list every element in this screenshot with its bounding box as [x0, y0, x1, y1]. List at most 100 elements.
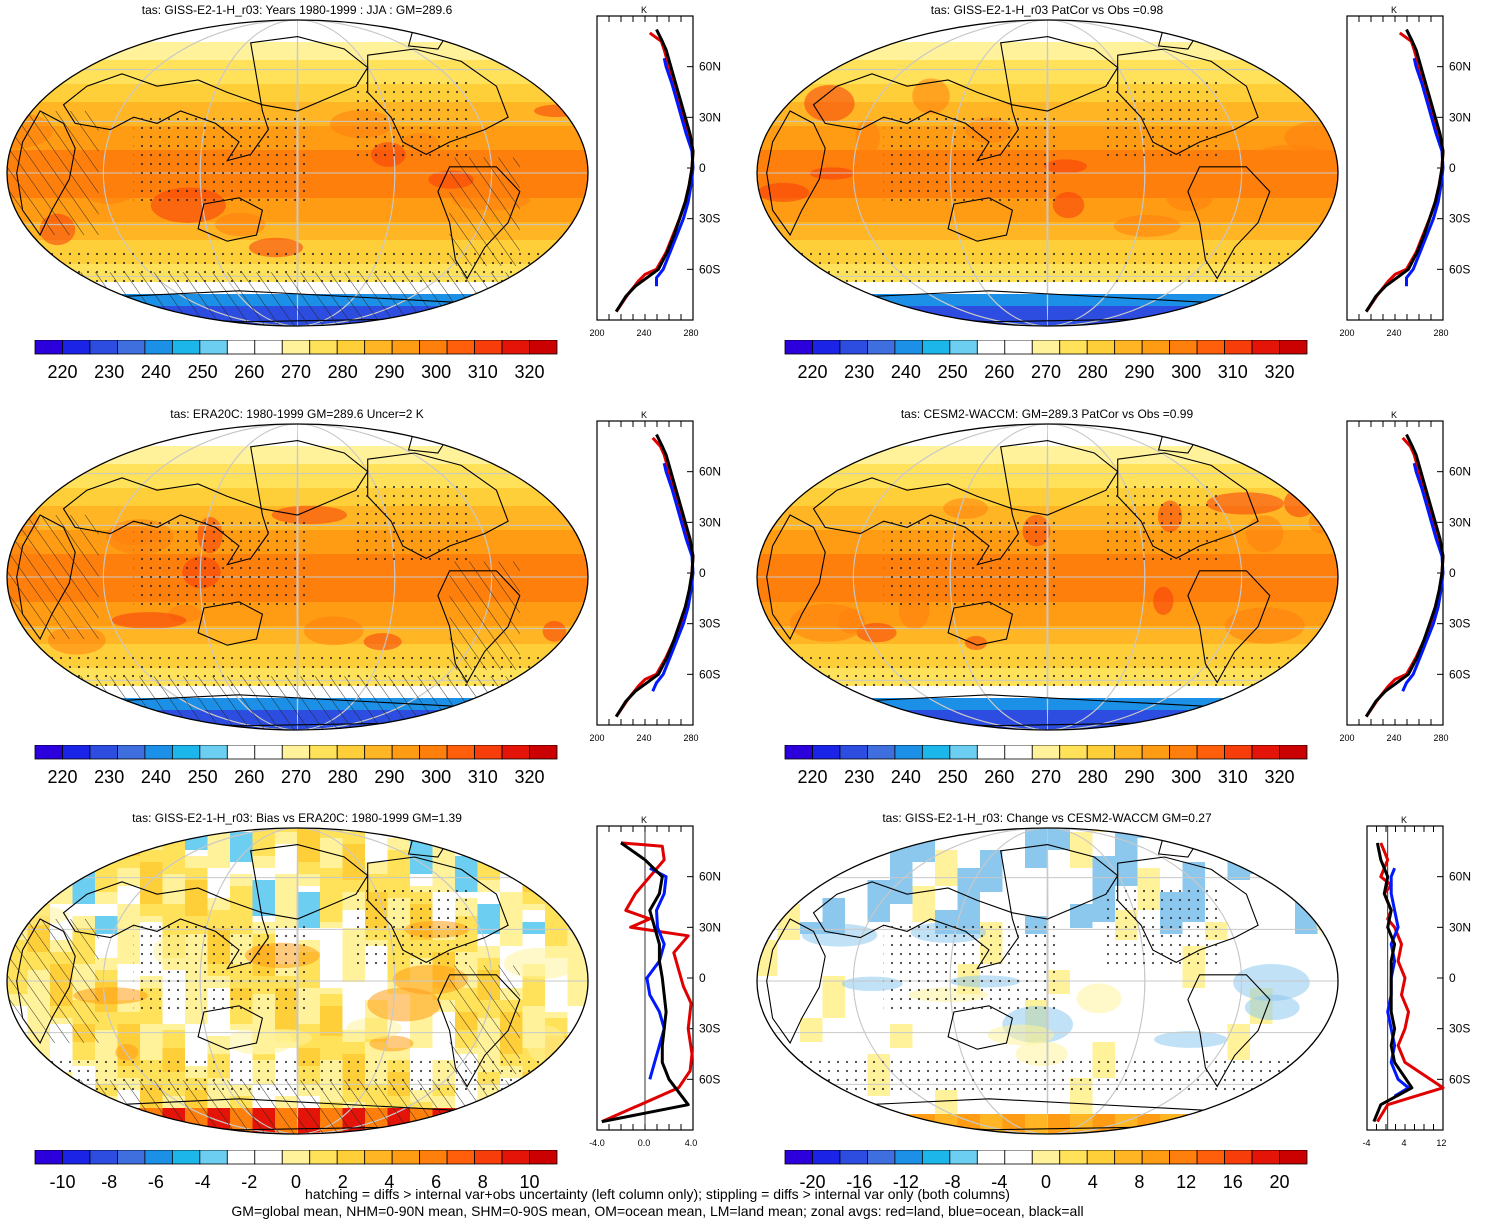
colorbar-label: 300 — [1171, 767, 1201, 785]
profile-ytick-label: 60N — [699, 60, 721, 74]
colorbar-swatch — [227, 1150, 254, 1164]
colorbar-label: 220 — [797, 767, 827, 785]
footnote-hatching: hatching = diffs > internal var+obs unce… — [0, 1186, 1315, 1202]
profile-ytick-label: 60N — [699, 870, 721, 884]
colorbar-label: 320 — [514, 362, 544, 380]
colorbar-swatch — [1170, 745, 1197, 759]
colorbar-swatch — [90, 745, 117, 759]
colorbar-swatch — [255, 340, 282, 354]
colorbar-swatch — [62, 745, 89, 759]
colorbar-label: 240 — [141, 362, 171, 380]
panel-title: tas: GISS-E2-1-H_r03 PatCor vs Obs =0.98 — [747, 3, 1347, 17]
profile-ytick-label: 60S — [699, 262, 720, 276]
colorbar-label: 280 — [1078, 767, 1108, 785]
colorbar-swatch — [1060, 340, 1087, 354]
colorbar-label: 250 — [188, 767, 218, 785]
colorbar-swatch — [530, 745, 557, 759]
colorbar-label: 230 — [94, 767, 124, 785]
profile-ytick-label: 30N — [699, 515, 721, 529]
colorbar-swatch — [922, 745, 949, 759]
colorbar-swatch — [227, 340, 254, 354]
profile-unit-label: K — [1391, 410, 1397, 420]
world-map — [755, 18, 1340, 328]
profile-ytick-label: 60N — [1449, 870, 1471, 884]
colorbar-swatch — [475, 1150, 502, 1164]
colorbar-label: 240 — [141, 767, 171, 785]
colorbar-swatch — [867, 1150, 894, 1164]
colorbar-swatch — [1225, 745, 1252, 759]
colorbar-label: 290 — [374, 767, 404, 785]
colorbar-swatch — [1115, 1150, 1142, 1164]
colorbar-swatch — [447, 745, 474, 759]
profile-ytick-label: 60N — [699, 465, 721, 479]
colorbar-swatch — [867, 340, 894, 354]
profile-xtick-label: 280 — [1434, 328, 1449, 338]
colorbar-swatch — [977, 745, 1004, 759]
colorbar-swatch — [310, 340, 337, 354]
footnote-legend: GM=global mean, NHM=0-90N mean, SHM=0-90… — [0, 1203, 1315, 1219]
colorbar-swatch — [420, 340, 447, 354]
profile-ytick-label: 0 — [1449, 971, 1456, 985]
colorbar-label: 290 — [374, 362, 404, 380]
profile-ytick-label: 30N — [1449, 920, 1471, 934]
profile-xtick-label: 4.0 — [685, 1138, 698, 1148]
colorbar-swatch — [90, 340, 117, 354]
profile-xtick-label: 240 — [636, 733, 651, 743]
colorbar-label: 300 — [1171, 362, 1201, 380]
panel-title: tas: GISS-E2-1-H_r03: Change vs CESM2-WA… — [747, 811, 1347, 825]
profile-ytick-label: 60S — [1449, 667, 1470, 681]
profile-ytick-label: 30N — [699, 110, 721, 124]
profile-xtick-label: 240 — [1386, 328, 1401, 338]
profile-xtick-label: 0.0 — [638, 1138, 651, 1148]
colorbar-swatch — [1142, 1150, 1169, 1164]
colorbar-swatch — [1225, 1150, 1252, 1164]
colorbar-swatch — [200, 745, 227, 759]
colorbar-label: 300 — [421, 362, 451, 380]
colorbar-swatch — [1280, 1150, 1307, 1164]
profile-ytick-label: 30N — [1449, 515, 1471, 529]
profile-ytick-label: 30S — [699, 617, 720, 631]
profile-xtick-label: -4 — [1363, 1138, 1371, 1148]
colorbar-swatch — [1032, 745, 1059, 759]
colorbar-label: 230 — [94, 362, 124, 380]
colorbar-swatch — [812, 745, 839, 759]
colorbar-swatch — [1170, 1150, 1197, 1164]
colorbar-swatch — [950, 745, 977, 759]
colorbar-label: 240 — [891, 767, 921, 785]
profile-ytick-label: 30S — [699, 212, 720, 226]
colorbar-swatch — [365, 1150, 392, 1164]
colorbar-swatch — [867, 745, 894, 759]
colorbar-swatch — [227, 745, 254, 759]
colorbar-swatch — [172, 1150, 199, 1164]
profile-ytick-label: 60S — [699, 667, 720, 681]
colorbar-swatch — [310, 1150, 337, 1164]
colorbar-swatch — [117, 745, 144, 759]
colorbar-label: 220 — [47, 767, 77, 785]
colorbar-label: 320 — [1264, 362, 1294, 380]
colorbar-swatch — [255, 1150, 282, 1164]
colorbar-swatch — [840, 340, 867, 354]
profile-xtick-label: -4.0 — [589, 1138, 605, 1148]
colorbar-label: 310 — [468, 362, 498, 380]
colorbar-swatch — [502, 745, 529, 759]
colorbar-label: 320 — [514, 767, 544, 785]
colorbar-label: 260 — [234, 767, 264, 785]
world-map — [5, 422, 590, 732]
profile-ytick-label: 30N — [1449, 110, 1471, 124]
colorbar-swatch — [895, 1150, 922, 1164]
profile-ytick-label: 30S — [1449, 212, 1470, 226]
colorbar-swatch — [785, 1150, 812, 1164]
colorbar-swatch — [172, 745, 199, 759]
colorbar-label: 260 — [984, 362, 1014, 380]
profile-xtick-label: 200 — [1339, 328, 1354, 338]
profile-unit-label: K — [641, 5, 647, 15]
colorbar-label: 240 — [891, 362, 921, 380]
colorbar-swatch — [145, 745, 172, 759]
colorbar-swatch — [840, 745, 867, 759]
